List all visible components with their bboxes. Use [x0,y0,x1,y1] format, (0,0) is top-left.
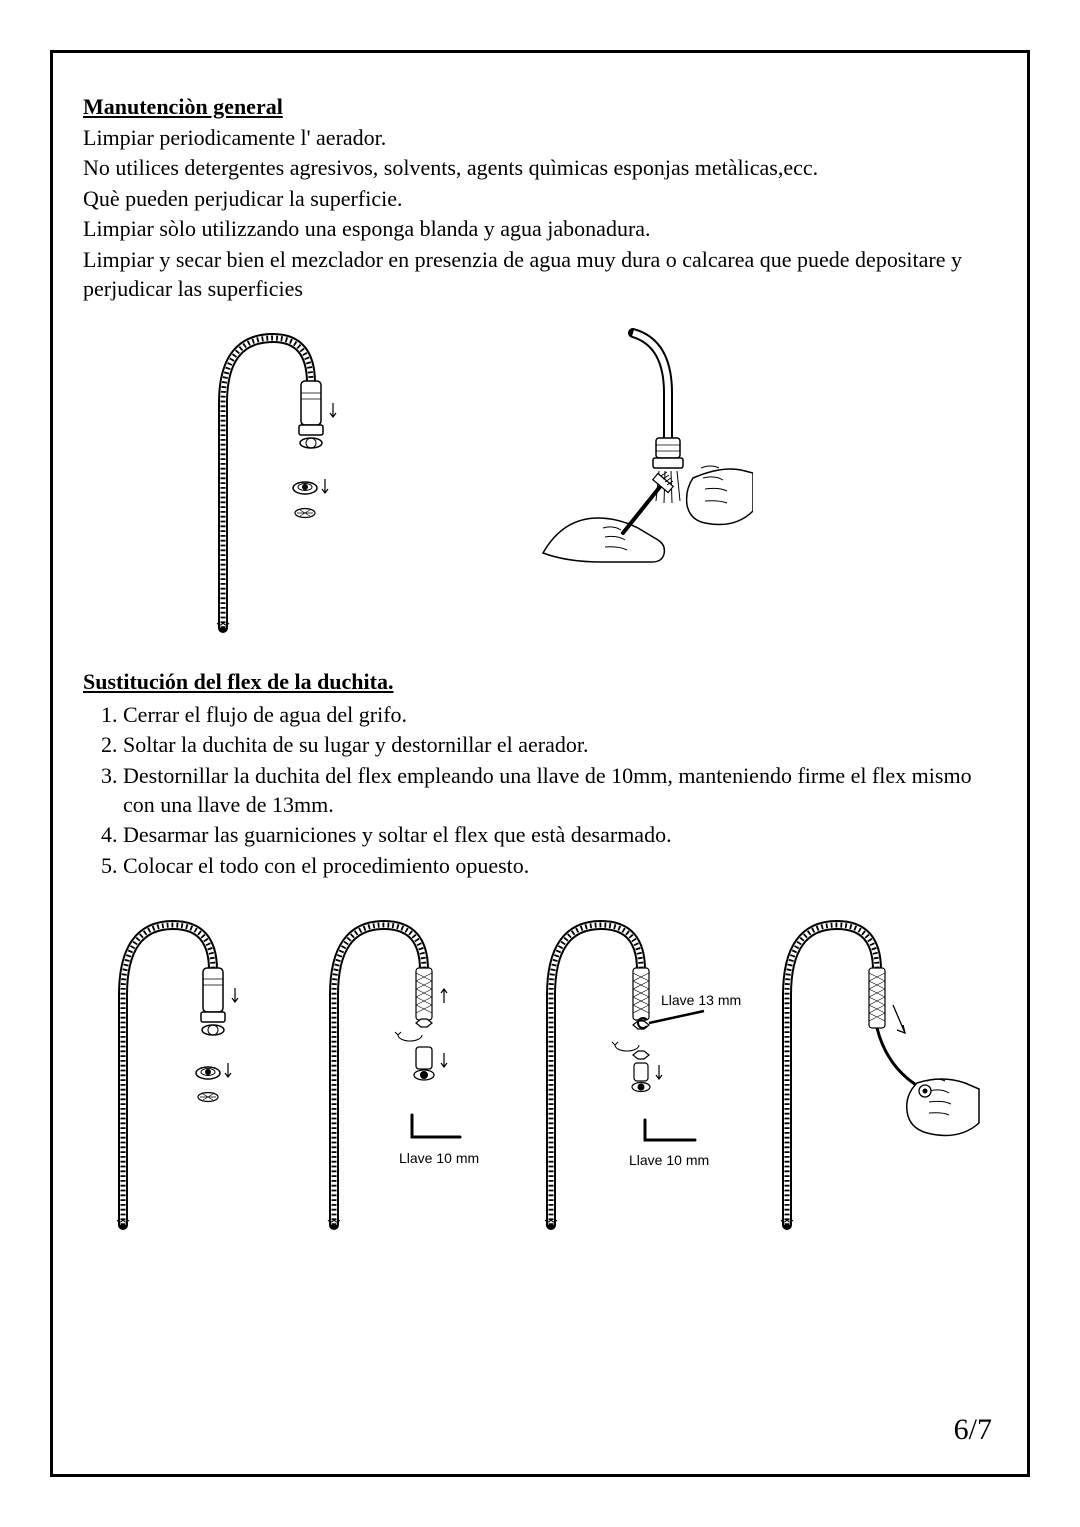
section2-title: Sustitución del flex de la duchita. [83,668,997,697]
section1-line: Limpiar sòlo utilizzando una esponga bla… [83,215,997,244]
step-item: Cerrar el flujo de agua del grifo. [123,701,997,730]
diagram-step4 [757,905,987,1235]
step-item: Destornillar la duchita del flex emplean… [123,762,997,819]
diagram-step2: Llave 10 mm [304,905,514,1235]
step-item: Soltar la duchita de su lugar y destorni… [123,731,997,760]
section1-line: Limpiar y secar bien el mezclador en pre… [83,246,997,303]
section1-body: Limpiar periodicamente l' aerador. No ut… [83,124,997,304]
section1-title: Manutenciòn general [83,93,997,122]
label-llave10-b: Llave 10 mm [629,1152,709,1168]
step-item: Colocar el todo con el procedimiento opu… [123,852,997,881]
diagram-step3: Llave 13 mm Llave 10 mm [521,905,751,1235]
label-llave13: Llave 13 mm [661,992,741,1008]
top-diagram-row [83,323,997,633]
section1-line: Què pueden perjudicar la superficie. [83,185,997,214]
section1-line: No utilices detergentes agresivos, solve… [83,154,997,183]
step-item: Desarmar las guarniciones y soltar el fl… [123,821,997,850]
diagram-step1 [93,905,298,1235]
diagram-cleaning-aerator [493,323,753,623]
section2-steps: Cerrar el flujo de agua del grifo. Solta… [123,701,997,881]
section1-line: Limpiar periodicamente l' aerador. [83,124,997,153]
page-number: 6/7 [954,1410,992,1449]
label-llave10: Llave 10 mm [399,1150,479,1166]
diagram-aerator-removal [193,323,373,633]
bottom-diagram-row: Llave 10 mm Llave 13 mm [83,905,997,1235]
